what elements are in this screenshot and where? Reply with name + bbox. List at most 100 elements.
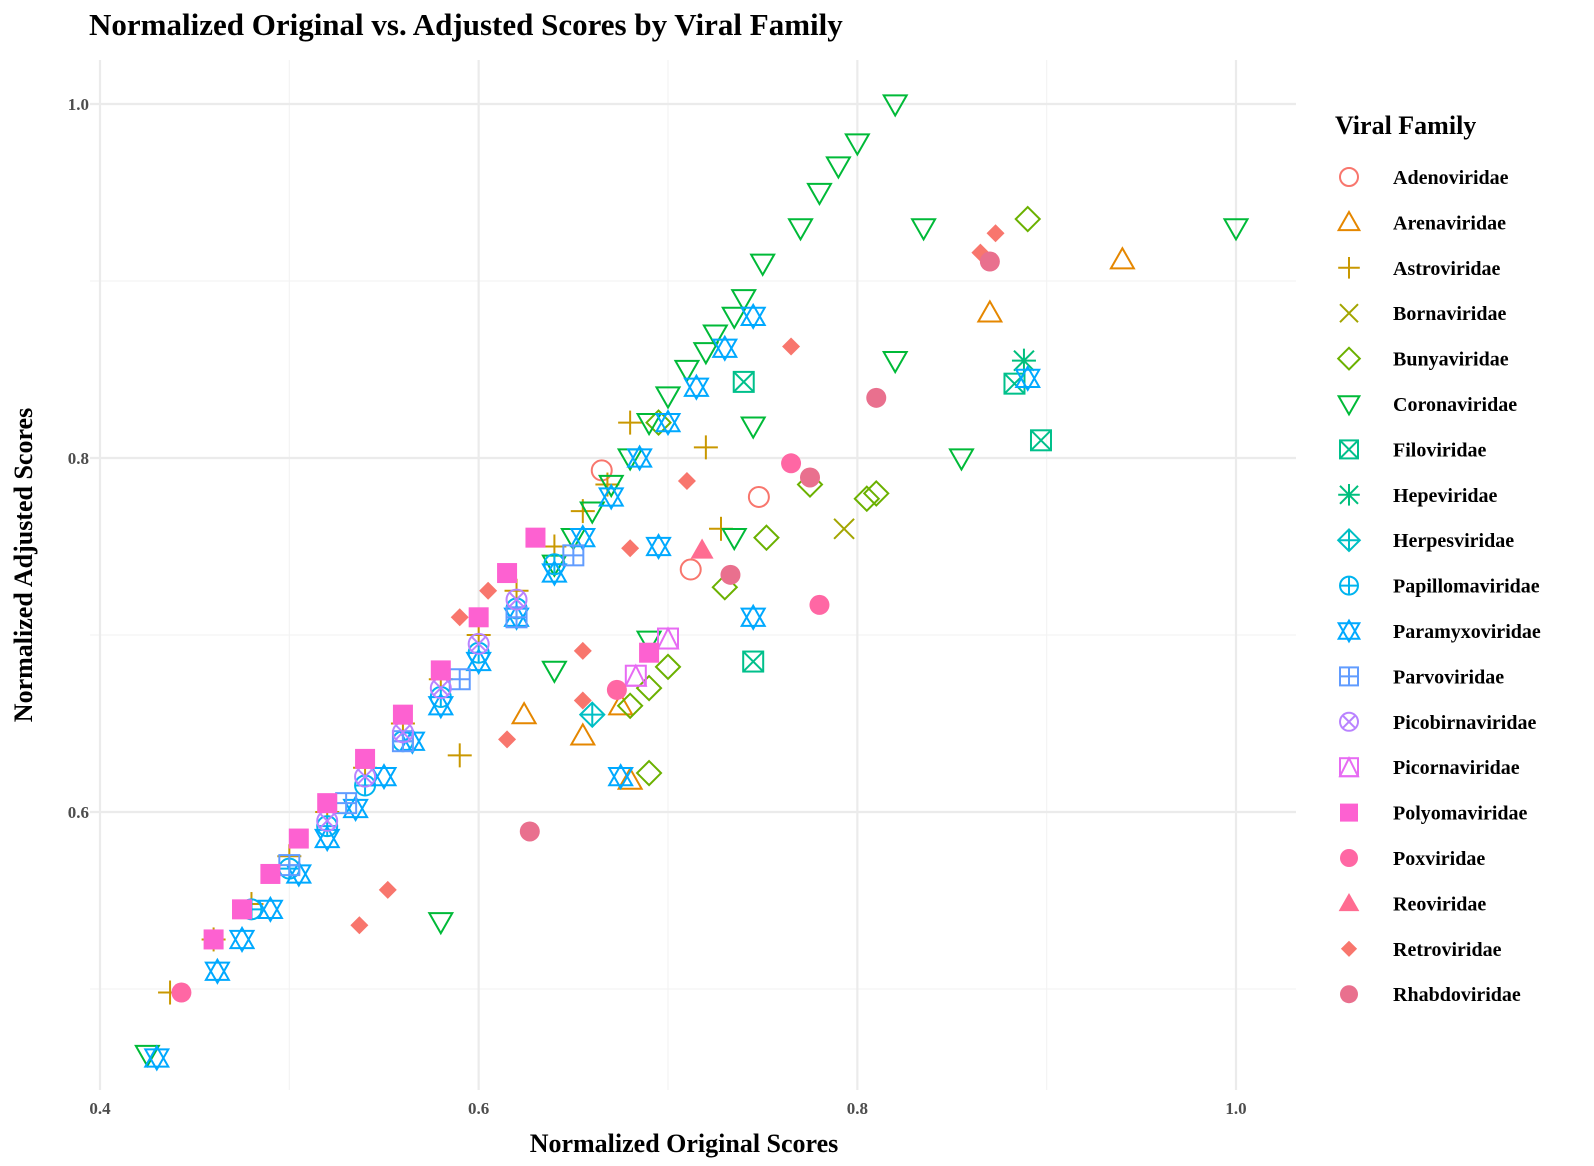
legend-item-bornaviridae: Bornaviridae bbox=[1339, 303, 1506, 325]
legend-label: Hepeviridae bbox=[1393, 485, 1498, 507]
legend-label: Coronaviridae bbox=[1393, 394, 1517, 416]
legend-marker bbox=[1336, 395, 1362, 417]
point-paramyxoviridae bbox=[1014, 364, 1041, 392]
point-coronaviridae bbox=[844, 133, 871, 157]
point-arenaviridae bbox=[569, 722, 597, 746]
data-points bbox=[134, 94, 1250, 1072]
point-coronaviridae bbox=[134, 1044, 161, 1069]
legend-label: Filoviridae bbox=[1393, 439, 1486, 461]
point-bunyaviridae bbox=[753, 524, 780, 552]
grid bbox=[90, 60, 1296, 1090]
legend-label: Papillomaviridae bbox=[1393, 576, 1540, 598]
point-retroviridae bbox=[782, 337, 801, 356]
point-coronaviridae bbox=[721, 306, 748, 330]
x-tick-label: 0.6 bbox=[468, 1099, 489, 1118]
point-bornaviridae bbox=[833, 518, 855, 540]
point-paramyxoviridae bbox=[204, 957, 231, 985]
legend-item-reoviridae: Reoviridae bbox=[1338, 893, 1486, 915]
point-coronaviridae bbox=[739, 416, 767, 440]
point-coronaviridae bbox=[881, 351, 909, 375]
point-bunyaviridae bbox=[635, 674, 663, 702]
point-picobirnaviridae bbox=[467, 632, 490, 655]
point-rhabdoviridae bbox=[979, 251, 1000, 272]
point-polyomaviridae bbox=[232, 899, 252, 920]
point-poxviridae bbox=[606, 679, 627, 700]
point-coronaviridae bbox=[541, 660, 568, 684]
point-parvoviridae bbox=[448, 668, 471, 691]
point-polyomaviridae bbox=[392, 704, 413, 725]
legend-label: Paramyxoviridae bbox=[1393, 621, 1541, 643]
point-coronaviridae bbox=[673, 359, 701, 384]
legend-marker bbox=[1339, 711, 1359, 732]
point-polyomaviridae bbox=[317, 793, 338, 814]
legend-marker bbox=[1336, 618, 1362, 644]
point-coronaviridae bbox=[654, 386, 682, 410]
point-poxviridae bbox=[809, 594, 830, 615]
point-picornaviridae bbox=[624, 663, 648, 687]
y-tick-label: 0.8 bbox=[68, 449, 89, 468]
point-retroviridae bbox=[498, 730, 517, 749]
point-coronaviridae bbox=[635, 630, 663, 654]
point-coronaviridae bbox=[910, 218, 937, 242]
legend-label: Picobirnaviridae bbox=[1393, 712, 1536, 734]
point-coronaviridae bbox=[787, 218, 814, 242]
point-paramyxoviridae bbox=[711, 334, 739, 362]
point-paramyxoviridae bbox=[228, 925, 256, 953]
point-paramyxoviridae bbox=[607, 763, 634, 791]
legend-label: Adenoviridae bbox=[1393, 167, 1509, 189]
y-tick-label: 0.6 bbox=[68, 803, 89, 822]
point-coronaviridae bbox=[597, 474, 625, 499]
chart-title: Normalized Original vs. Adjusted Scores … bbox=[89, 7, 843, 42]
legend-item-adenoviridae: Adenoviridae bbox=[1339, 167, 1509, 189]
point-reoviridae bbox=[690, 538, 714, 559]
point-coronaviridae bbox=[948, 448, 975, 472]
legend-item-picornaviridae: Picornaviridae bbox=[1338, 755, 1520, 779]
point-coronaviridae bbox=[702, 324, 729, 348]
point-parvoviridae bbox=[505, 606, 528, 629]
point-astroviridae bbox=[447, 743, 472, 768]
legend-item-bunyaviridae: Bunyaviridae bbox=[1336, 346, 1509, 371]
point-parvoviridae bbox=[335, 792, 358, 815]
point-polyomaviridae bbox=[355, 748, 376, 769]
point-polyomaviridae bbox=[525, 527, 546, 548]
point-arenaviridae bbox=[616, 766, 644, 790]
point-adenoviridae bbox=[679, 558, 702, 581]
point-filoviridae bbox=[732, 370, 755, 393]
point-polyomaviridae bbox=[497, 563, 518, 584]
legend-item-retroviridae: Retroviridae bbox=[1340, 939, 1502, 961]
point-adenoviridae bbox=[747, 485, 770, 508]
legend-marker bbox=[1338, 893, 1360, 912]
legend-item-astroviridae: Astroviridae bbox=[1338, 257, 1501, 280]
point-poxviridae bbox=[781, 453, 802, 474]
legend-marker bbox=[1339, 439, 1359, 460]
y-tick-label: 1.0 bbox=[68, 95, 89, 114]
point-bunyaviridae bbox=[645, 409, 672, 437]
point-rhabdoviridae bbox=[519, 821, 540, 842]
legend-label: Poxviridae bbox=[1393, 848, 1485, 870]
legend-label: Reoviridae bbox=[1393, 893, 1486, 915]
legend-item-picobirnaviridae: Picobirnaviridae bbox=[1339, 711, 1536, 734]
legend-marker bbox=[1339, 575, 1359, 596]
point-poxviridae bbox=[171, 982, 192, 1003]
point-polyomaviridae bbox=[639, 642, 660, 663]
point-polyomaviridae bbox=[203, 929, 224, 950]
point-coronaviridae bbox=[579, 501, 606, 525]
point-bunyaviridae bbox=[1014, 205, 1042, 233]
axis-ticks: 0.4 0.6 0.8 1.0 0.6 0.8 1.0 bbox=[68, 95, 1247, 1118]
legend-item-parvoviridae: Parvoviridae bbox=[1339, 666, 1504, 688]
point-adenoviridae bbox=[590, 459, 613, 482]
legend-item-papillomaviridae: Papillomaviridae bbox=[1339, 575, 1540, 598]
legend-label: Picornaviridae bbox=[1393, 757, 1520, 779]
legend-item-poxviridae: Poxviridae bbox=[1340, 848, 1485, 870]
legend-marker bbox=[1338, 484, 1360, 506]
legend-marker bbox=[1336, 527, 1362, 553]
point-retroviridae bbox=[479, 581, 498, 600]
point-rhabdoviridae bbox=[866, 387, 887, 408]
point-paramyxoviridae bbox=[739, 603, 767, 631]
point-paramyxoviridae bbox=[683, 373, 710, 401]
point-retroviridae bbox=[378, 880, 397, 899]
point-astroviridae bbox=[693, 435, 718, 460]
legend-label: Polyomaviridae bbox=[1393, 803, 1528, 825]
point-coronaviridae bbox=[806, 182, 833, 207]
